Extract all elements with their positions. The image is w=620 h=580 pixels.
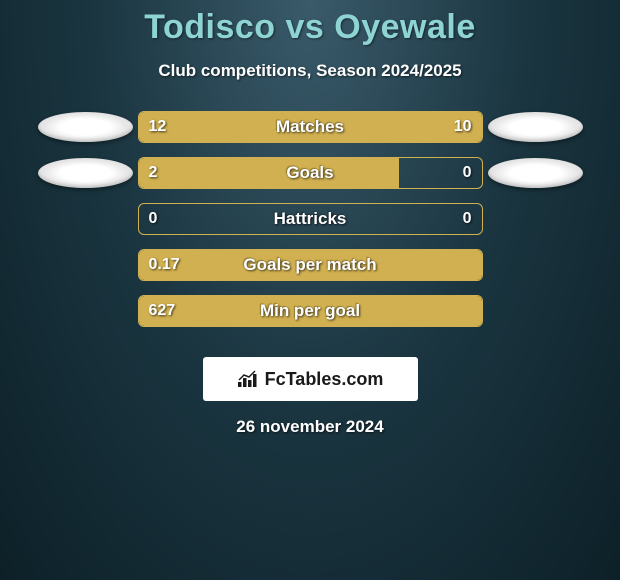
date-label: 26 november 2024: [236, 417, 383, 437]
page-subtitle: Club competitions, Season 2024/2025: [158, 61, 461, 81]
stats-list: Matches 12 10 Goals 2 0 Hattricks 0 0 Goals per m…: [33, 111, 588, 341]
page-title: Todisco vs Oyewale: [144, 8, 476, 47]
badge-ellipse-icon: [38, 158, 133, 188]
stat-row: Matches 12 10: [33, 111, 588, 143]
stat-label: Matches: [276, 117, 344, 137]
stat-value-left: 12: [149, 118, 167, 136]
stat-label: Goals: [286, 163, 333, 183]
stat-label: Hattricks: [274, 209, 347, 229]
stat-row: Goals per match 0.17: [33, 249, 588, 281]
stat-bar: Matches 12 10: [138, 111, 483, 143]
stat-bar: Goals 2 0: [138, 157, 483, 189]
stat-value-right: 10: [454, 118, 472, 136]
brand-badge[interactable]: FcTables.com: [203, 357, 418, 401]
stat-row: Min per goal 627: [33, 295, 588, 327]
stat-value-left: 0: [149, 210, 158, 228]
stat-bar: Min per goal 627: [138, 295, 483, 327]
stat-value-left: 0.17: [149, 256, 180, 274]
stat-row: Goals 2 0: [33, 157, 588, 189]
player-left-badge: [33, 158, 138, 188]
stat-value-right: 0: [463, 164, 472, 182]
comparison-widget: Todisco vs Oyewale Club competitions, Se…: [0, 0, 620, 437]
stat-value-right: 0: [463, 210, 472, 228]
stat-value-left: 2: [149, 164, 158, 182]
stat-row: Hattricks 0 0: [33, 203, 588, 235]
bar-fill-left: [139, 158, 400, 188]
badge-ellipse-icon: [488, 158, 583, 188]
player-left-badge: [33, 112, 138, 142]
stat-label: Min per goal: [260, 301, 360, 321]
bar-chart-icon: [237, 370, 259, 388]
stat-label: Goals per match: [243, 255, 376, 275]
badge-ellipse-icon: [488, 112, 583, 142]
badge-ellipse-icon: [38, 112, 133, 142]
player-right-badge: [483, 158, 588, 188]
brand-text: FcTables.com: [265, 369, 384, 390]
stat-bar: Goals per match 0.17: [138, 249, 483, 281]
stat-bar: Hattricks 0 0: [138, 203, 483, 235]
stat-value-left: 627: [149, 302, 176, 320]
player-right-badge: [483, 112, 588, 142]
